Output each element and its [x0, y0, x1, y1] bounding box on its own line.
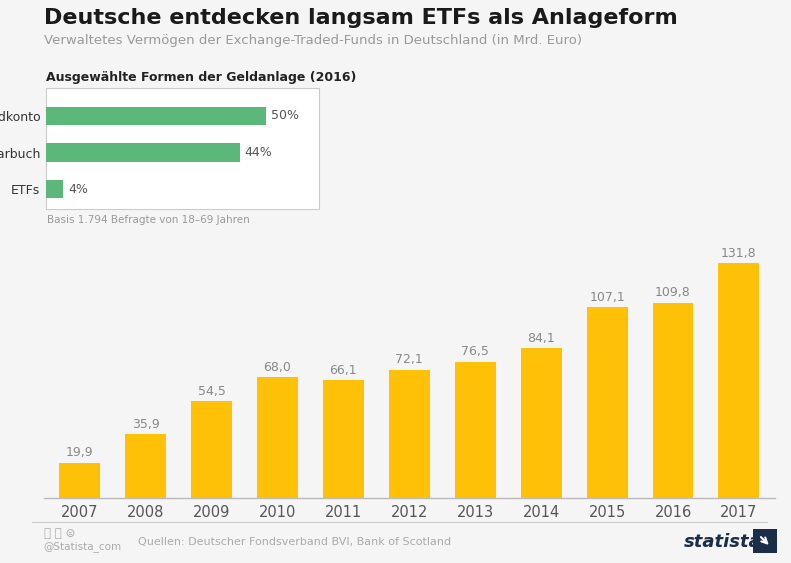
Text: Quellen: Deutscher Fondsverband BVI, Bank of Scotland: Quellen: Deutscher Fondsverband BVI, Ban…: [138, 537, 452, 547]
Text: 109,8: 109,8: [655, 286, 691, 299]
Text: Verwaltetes Vermögen der Exchange-Traded-Funds in Deutschland (in Mrd. Euro): Verwaltetes Vermögen der Exchange-Traded…: [44, 34, 581, 47]
Text: Basis 1.794 Befragte von 18–69 Jahren: Basis 1.794 Befragte von 18–69 Jahren: [47, 215, 250, 225]
Bar: [59, 463, 100, 498]
Bar: [389, 370, 430, 498]
Bar: [46, 180, 63, 198]
Bar: [46, 144, 240, 162]
Text: Deutsche entdecken langsam ETFs als Anlageform: Deutsche entdecken langsam ETFs als Anla…: [44, 8, 677, 29]
Bar: [520, 348, 562, 498]
Bar: [587, 307, 627, 498]
Bar: [46, 107, 266, 125]
Text: 54,5: 54,5: [198, 385, 225, 397]
Text: Ⓒ ⓘ ⊜: Ⓒ ⓘ ⊜: [44, 527, 75, 540]
Text: 4%: 4%: [69, 183, 89, 196]
Text: 44%: 44%: [245, 146, 273, 159]
Text: 72,1: 72,1: [396, 353, 423, 367]
Bar: [653, 303, 694, 498]
Text: 50%: 50%: [271, 109, 299, 122]
Bar: [718, 263, 759, 498]
Text: 131,8: 131,8: [721, 247, 757, 260]
Bar: [257, 377, 298, 498]
Text: 19,9: 19,9: [66, 446, 93, 459]
Text: 35,9: 35,9: [132, 418, 160, 431]
Text: Ausgewählte Formen der Geldanlage (2016): Ausgewählte Formen der Geldanlage (2016): [46, 72, 356, 84]
Text: 76,5: 76,5: [461, 345, 489, 359]
Text: 107,1: 107,1: [589, 291, 625, 304]
Bar: [455, 362, 496, 498]
Bar: [323, 381, 364, 498]
Text: 68,0: 68,0: [263, 360, 291, 373]
Text: 84,1: 84,1: [528, 332, 555, 345]
Text: statista: statista: [684, 533, 762, 551]
Bar: [191, 401, 232, 498]
Text: @Statista_com: @Statista_com: [44, 540, 122, 552]
Bar: [125, 434, 166, 498]
Text: 66,1: 66,1: [330, 364, 358, 377]
